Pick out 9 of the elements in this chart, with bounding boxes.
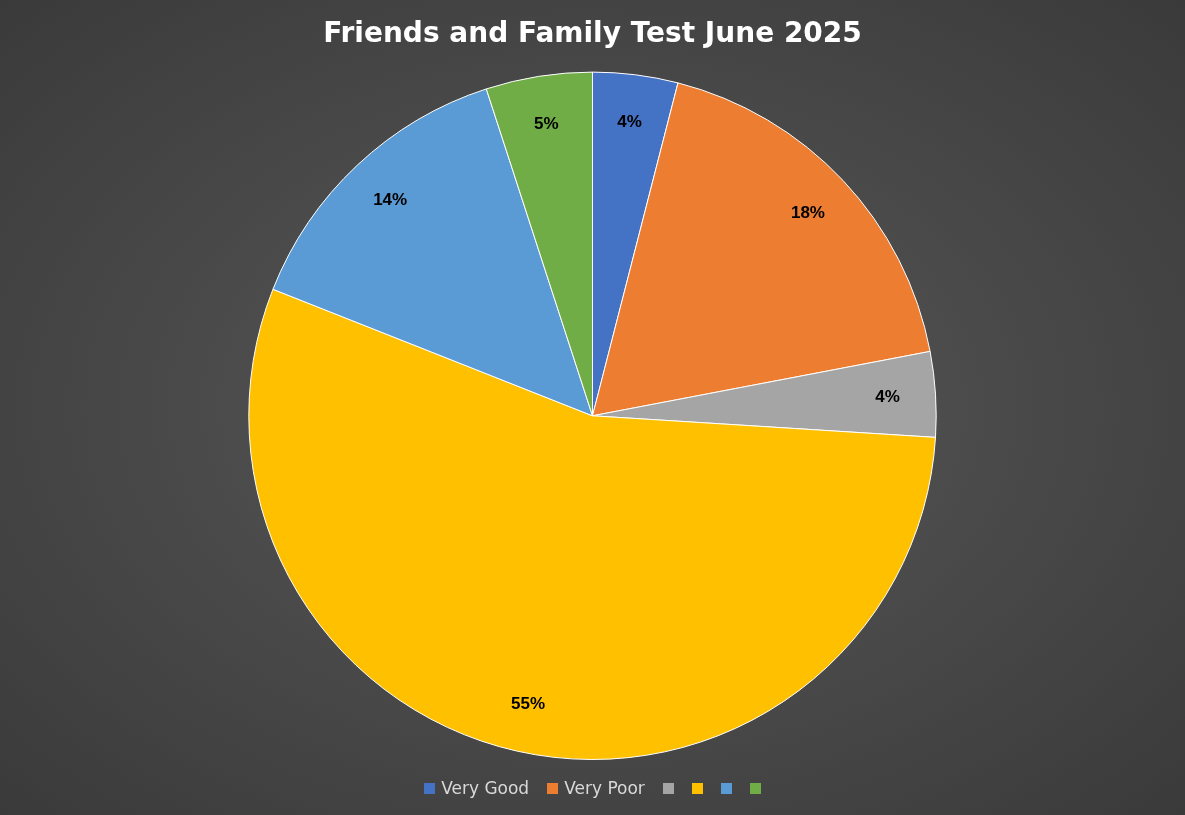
data-label: 4% (875, 386, 900, 406)
data-label: 4% (617, 112, 642, 132)
chart-title: Friends and Family Test June 2025 (323, 16, 862, 50)
data-label: 18% (790, 203, 825, 223)
data-label: 55% (511, 693, 546, 713)
data-label: 5% (533, 113, 559, 133)
legend-label: Very Good (441, 778, 530, 798)
legend-label: Very Poor (564, 778, 645, 798)
data-label: 14% (373, 190, 408, 210)
